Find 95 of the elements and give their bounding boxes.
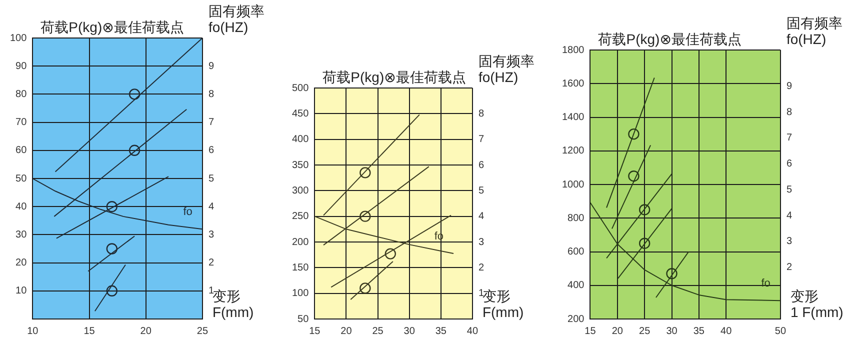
y2-tick-label: 3 <box>478 236 484 248</box>
y2-tick-label: 4 <box>478 211 484 222</box>
point <box>384 248 396 260</box>
point <box>360 210 371 222</box>
x-tick-label: 15 <box>584 326 596 337</box>
x-axis-title: 变形 1 F(mm) <box>790 288 844 320</box>
chart-title: 荷载P(kg)⊗最佳荷载点 <box>40 19 184 35</box>
y2-axis-title: 固有频率 fo(HZ) <box>478 53 534 85</box>
y2-tick-label: 6 <box>478 160 484 171</box>
point <box>106 201 118 212</box>
x-tick-label: 20 <box>612 326 624 337</box>
point <box>360 167 371 178</box>
y2-tick-label: 8 <box>208 88 214 100</box>
y-tick-label: 200 <box>568 314 585 325</box>
x-tick-label: 40 <box>720 326 732 337</box>
y2-axis-title: 固有频率 fo(HZ) <box>208 3 264 35</box>
x-tick-label: 25 <box>372 326 384 337</box>
y2-tick-label: 4 <box>786 210 792 222</box>
y-tick-label: 90 <box>16 60 28 72</box>
y-tick-label: 1000 <box>562 179 585 190</box>
y2-tick-label: 2 <box>208 258 214 269</box>
y-tick-label: 450 <box>292 108 310 120</box>
y-tick-label: 300 <box>292 185 310 196</box>
x-axis-title: 变形 F(mm) <box>212 288 254 320</box>
y2-tick-label: 8 <box>478 108 484 120</box>
y-tick-label: 50 <box>298 314 310 325</box>
y2-tick-label: 5 <box>208 173 214 184</box>
x-tick-label: 25 <box>196 326 208 337</box>
y-tick-label: 1200 <box>562 146 585 157</box>
y-tick-label: 50 <box>16 173 28 184</box>
point <box>360 282 371 294</box>
y-tick-label: 800 <box>568 212 585 224</box>
y2-tick-label: 7 <box>786 132 792 144</box>
y2-tick-label: 5 <box>478 185 484 196</box>
point <box>128 144 140 156</box>
x-axis-title: 变形 F(mm) <box>482 288 524 320</box>
y2-tick-label: 6 <box>208 145 214 156</box>
y2-tick-label: 2 <box>786 262 792 274</box>
y-tick-label: 1400 <box>562 112 585 123</box>
x-tick-label: 20 <box>140 326 152 337</box>
point <box>638 238 650 249</box>
y-tick-label: 350 <box>292 160 310 171</box>
y2-axis-title: 固有频率 fo(HZ) <box>786 15 842 47</box>
point <box>128 88 140 100</box>
y-tick-label: 60 <box>16 145 28 156</box>
y2-tick-label: 5 <box>786 184 792 196</box>
y-tick-label: 10 <box>16 286 28 297</box>
y-tick-label: 40 <box>16 201 28 212</box>
y2-tick-label: 2 <box>478 262 484 274</box>
x-tick-label: 50 <box>774 326 786 337</box>
point <box>638 204 650 216</box>
x-tick-label: 30 <box>666 326 678 337</box>
y-tick-label: 600 <box>568 246 585 258</box>
x-tick-label: 25 <box>639 326 651 337</box>
y2-tick-label: 7 <box>478 134 484 146</box>
y2-tick-label: 4 <box>208 201 214 212</box>
point <box>628 128 640 140</box>
y2-tick-label: 7 <box>208 117 214 128</box>
y2-tick-label: 1 <box>478 288 484 300</box>
y2-tick-label: 6 <box>786 158 792 170</box>
y-tick-label: 1800 <box>562 44 585 56</box>
y-tick-label: 20 <box>16 258 28 269</box>
x-tick-label: 15 <box>309 326 321 337</box>
x-tick-label: 15 <box>84 326 96 337</box>
point <box>628 170 640 182</box>
y-tick-label: 400 <box>568 280 585 292</box>
x-tick-label: 35 <box>435 326 447 337</box>
y-tick-label: 500 <box>292 82 310 94</box>
x-tick-label: 10 <box>27 326 39 337</box>
point <box>666 268 678 280</box>
y2-tick-label: 1 <box>208 286 214 297</box>
x-tick-label: 40 <box>466 326 478 337</box>
y2-tick-label: 3 <box>786 236 792 248</box>
y2-tick-label: 8 <box>786 106 792 118</box>
y2-tick-label: 9 <box>208 60 214 72</box>
y2-tick-label: 3 <box>208 229 214 240</box>
y-tick-label: 100 <box>292 288 310 300</box>
point <box>106 243 118 254</box>
y-tick-label: 250 <box>292 211 310 222</box>
y-tick-label: 100 <box>10 32 28 44</box>
point <box>106 285 118 296</box>
x-tick-label: 30 <box>404 326 416 337</box>
y-tick-label: 80 <box>16 88 28 100</box>
x-tick-label: 20 <box>340 326 352 337</box>
y-tick-label: 30 <box>16 229 28 240</box>
chart-title: 荷载P(kg)⊗最佳荷载点 <box>322 69 466 85</box>
series-label: fo <box>183 206 192 218</box>
y-tick-label: 1600 <box>562 78 585 90</box>
y-tick-label: 400 <box>292 134 310 146</box>
x-tick-label: 35 <box>693 326 705 337</box>
y-tick-label: 200 <box>292 236 310 248</box>
y-tick-label: 70 <box>16 117 28 128</box>
y-tick-label: 150 <box>292 262 310 274</box>
y2-tick-label: 9 <box>786 80 792 92</box>
chart-title: 荷载P(kg)⊗最佳荷载点 <box>598 31 742 47</box>
